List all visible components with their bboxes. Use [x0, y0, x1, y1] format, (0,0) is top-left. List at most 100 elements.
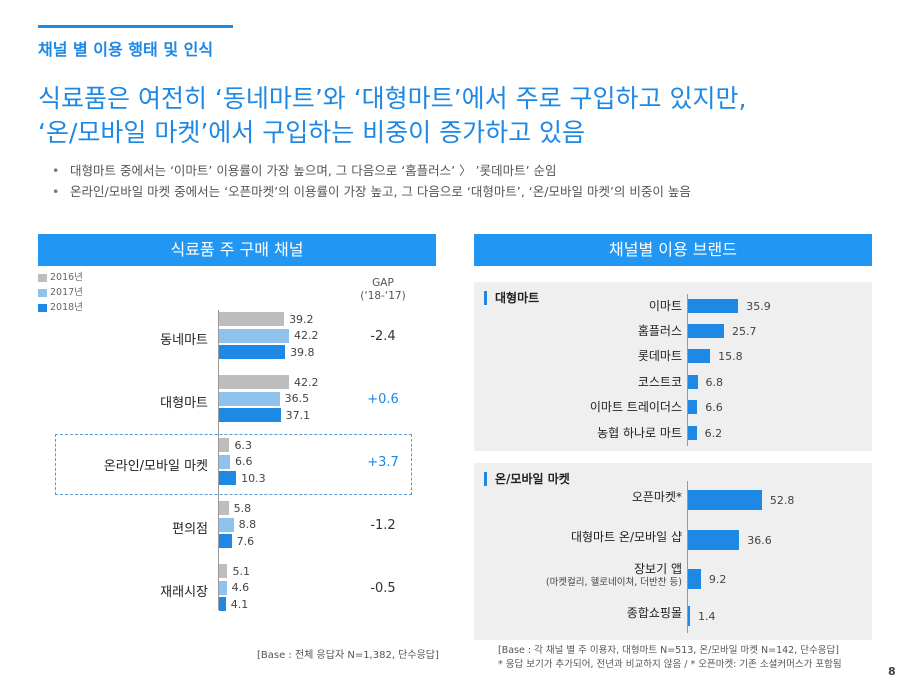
chart-axis	[687, 481, 688, 633]
brand-label: 대형마트 온/모바일 샵	[462, 530, 682, 544]
highlight-box	[55, 434, 412, 495]
brand-name: 이마트 트레이더스	[589, 400, 682, 414]
brand-value-label: 6.6	[705, 400, 723, 414]
bar-value-label: 39.2	[289, 312, 314, 326]
section-title: 채널 별 이용 행태 및 인식	[38, 40, 214, 59]
left-panel-title: 식료품 주 구매 채널	[38, 234, 436, 266]
gap-value: -1.2	[370, 518, 396, 533]
brand-value-label: 1.4	[697, 609, 716, 623]
brand-bar	[688, 530, 740, 550]
brand-name: 장보기 앱	[634, 562, 682, 576]
brand-name: 이마트	[648, 299, 682, 313]
brand-bar	[688, 299, 739, 313]
brand-value-label: 6.8	[705, 375, 724, 389]
brand-label: 농협 하나로 마트	[462, 426, 682, 440]
gap-value: +3.7	[367, 455, 399, 470]
hypermarket-brand-panel: 대형마트 이마트 35.9 홈플러스 25.7 롯데마트 15.8 코스트코 6.8 이마트 트…	[474, 282, 872, 451]
brand-label: 종합쇼핑몰	[462, 606, 682, 620]
bar-1	[219, 328, 290, 343]
legend-item-2016: 2016년	[38, 270, 83, 285]
brand-label: 롯데마트	[462, 349, 682, 363]
right-panel-title: 채널별 이용 브랜드	[474, 234, 872, 266]
bar-value-label: 6.3	[234, 438, 252, 452]
bar-1	[219, 517, 234, 532]
brand-bar	[688, 324, 724, 338]
brand-label: 이마트 트레이더스	[462, 400, 682, 414]
gap-value: -0.5	[370, 581, 396, 596]
bullet-item: 대형마트 중에서는 ‘이마트’ 이용률이 가장 높으며, 그 다음으로 ‘홈플러…	[52, 160, 691, 181]
bar-1	[219, 580, 227, 595]
brand-name: 대형마트 온/모바일 샵	[570, 530, 682, 544]
brand-label: 코스트코	[462, 375, 682, 389]
brand-value-label: 9.2	[708, 572, 727, 586]
gap-value: -2.4	[370, 329, 396, 344]
bar-value-label: 10.3	[241, 471, 266, 485]
brand-bar	[688, 569, 701, 589]
bar-2	[219, 597, 226, 611]
brand-value-label: 25.7	[731, 324, 757, 338]
bar-0	[219, 438, 230, 452]
hypermarket-panel-title: 대형마트	[484, 291, 539, 305]
bar-value-label: 7.6	[236, 534, 255, 548]
bar-value-label: 37.1	[285, 408, 311, 422]
brand-value-label: 52.8	[769, 493, 795, 507]
online-brand-panel: 온/모바일 마켓 오픈마켓* 52.8 대형마트 온/모바일 샵 36.6 장보기 앱(…	[474, 463, 872, 640]
bar-2	[219, 345, 286, 359]
bar-2	[219, 534, 232, 548]
brand-subtitle: (마켓컬리, 헬로네이쳐, 더반찬 등)	[545, 577, 682, 588]
right-base-line-2: * 응답 보기가 추가되어, 전년과 비교하지 않음 / * 오픈마켓: 기존 …	[498, 659, 842, 670]
bullet-list: 대형마트 중에서는 ‘이마트’ 이용률이 가장 높으며, 그 다음으로 ‘홈플러…	[52, 160, 691, 202]
brand-bar	[688, 426, 697, 440]
brand-bar	[688, 606, 690, 626]
bar-2	[219, 471, 237, 485]
section-divider	[38, 25, 233, 28]
bar-value-label: 36.5	[284, 392, 310, 405]
bar-0	[219, 564, 228, 578]
brand-bar	[688, 490, 762, 510]
legend-label: 2018년	[50, 302, 83, 313]
brand-name: 농협 하나로 마트	[597, 426, 682, 440]
gap-value: +0.6	[367, 392, 399, 407]
brand-value-label: 6.2	[704, 426, 723, 440]
headline-line-2: ‘온/모바일 마켓’에서 구입하는 비중이 증가하고 있음	[38, 118, 586, 147]
brand-name: 코스트코	[637, 375, 682, 389]
chart-legend: 2016년 2017년 2018년	[38, 270, 83, 315]
bar-value-label: 5.1	[232, 564, 250, 578]
brand-name: 오픈마켓*	[631, 490, 682, 504]
brand-label: 홈플러스	[462, 324, 682, 338]
brand-value-label: 36.6	[747, 533, 772, 547]
brand-bar	[688, 375, 698, 389]
brand-label: 장보기 앱 (마켓컬리, 헬로네이쳐, 더반찬 등)	[462, 562, 682, 590]
brand-label: 오픈마켓*	[462, 490, 682, 504]
bullet-item: 온라인/모바일 마켓 중에서는 ‘오픈마켓’의 이용률이 가장 높고, 그 다음…	[52, 181, 691, 202]
brand-value-label: 35.9	[746, 299, 771, 313]
bar-value-label: 42.2	[294, 329, 319, 342]
legend-swatch	[38, 303, 47, 312]
right-base-note: [Base : 각 채널 별 주 이용자, 대형마트 N=513, 온/모바일 …	[498, 644, 842, 672]
brand-bar	[688, 349, 711, 363]
legend-item-2018: 2018년	[38, 300, 83, 315]
headline: 식료품은 여전히 ‘동네마트’와 ‘대형마트’에서 주로 구입하고 있지만, ‘…	[38, 82, 746, 150]
page-number: 8	[888, 665, 896, 678]
left-base-note: [Base : 전체 응답자 N=1,382, 단수응답]	[257, 650, 439, 661]
bar-value-label: 5.8	[233, 501, 252, 515]
legend-swatch	[38, 273, 47, 282]
legend-item-2017: 2017년	[38, 285, 83, 300]
bar-value-label: 4.6	[231, 581, 250, 594]
category-label: 동네마트	[160, 333, 208, 348]
brand-name: 롯데마트	[637, 349, 682, 363]
category-label: 온라인/모바일 마켓	[103, 459, 208, 474]
bar-0	[219, 501, 229, 515]
chart-axis	[687, 294, 688, 446]
gap-header-title: GAP	[372, 277, 394, 289]
brand-name: 홈플러스	[637, 324, 682, 338]
legend-swatch	[38, 288, 47, 297]
bar-1	[219, 454, 230, 469]
category-label: 재래시장	[160, 585, 208, 600]
brand-value-label: 15.8	[718, 349, 743, 363]
brand-label: 이마트	[462, 299, 682, 313]
category-label: 편의점	[172, 522, 208, 537]
right-base-line-1: [Base : 각 채널 별 주 이용자, 대형마트 N=513, 온/모바일 …	[498, 645, 839, 656]
bar-1	[219, 391, 280, 406]
gap-header: GAP (‘18-‘17)	[355, 277, 411, 303]
